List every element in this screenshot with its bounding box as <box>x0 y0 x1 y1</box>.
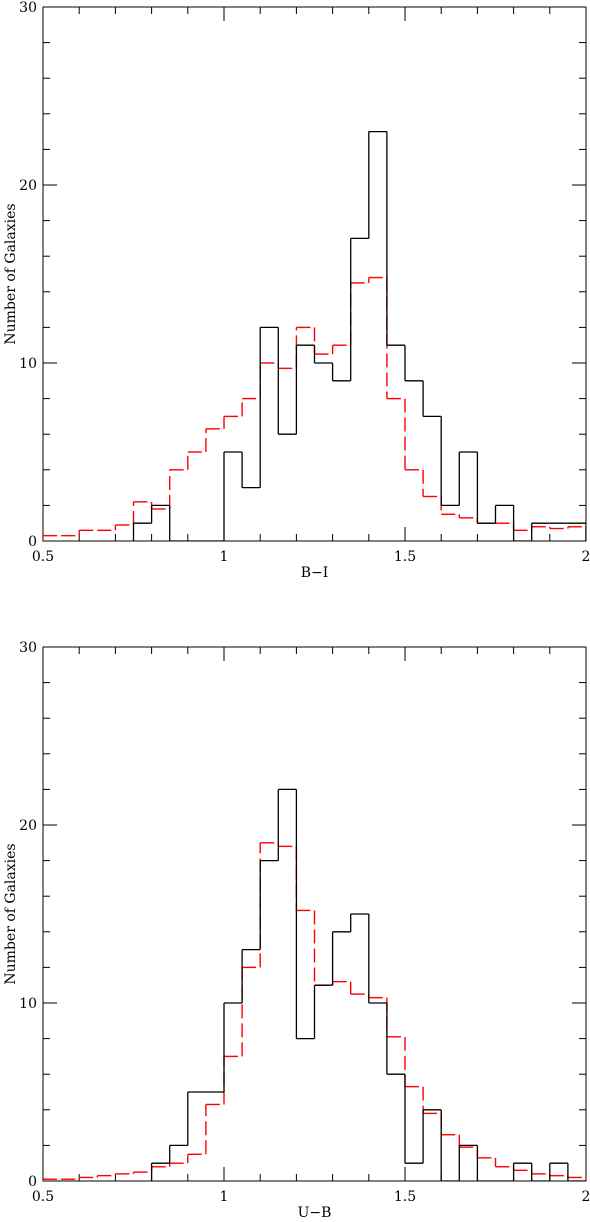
x-tick-label: 2 <box>582 1189 590 1205</box>
dashed-histogram-series <box>43 842 586 1181</box>
y-tick-label: 0 <box>28 534 37 550</box>
x-tick-label: 0.5 <box>32 549 54 565</box>
y-tick-label: 10 <box>19 996 37 1012</box>
x-axis-label: B−I <box>301 565 329 581</box>
y-tick-label: 20 <box>19 178 37 194</box>
y-tick-label: 30 <box>19 640 37 656</box>
y-axis-label: Number of Galaxies <box>3 203 19 344</box>
x-tick-label: 1.5 <box>394 549 416 565</box>
plot-frame <box>42 6 587 542</box>
x-axis-label: U−B <box>298 1205 332 1221</box>
y-tick-label: 30 <box>19 0 37 16</box>
x-tick-label: 2 <box>582 549 590 565</box>
x-tick-label: 1.5 <box>394 1189 416 1205</box>
y-tick-label: 20 <box>19 818 37 834</box>
y-tick-label: 0 <box>28 1174 37 1190</box>
x-tick-label: 0.5 <box>32 1189 54 1205</box>
x-tick-label: 1 <box>220 1189 229 1205</box>
dashed-histogram-series <box>43 276 586 541</box>
solid-histogram-series <box>150 788 586 1181</box>
y-axis-label: Number of Galaxies <box>3 843 19 984</box>
solid-histogram-series <box>132 130 586 541</box>
x-tick-label: 1 <box>220 549 229 565</box>
y-tick-label: 10 <box>19 356 37 372</box>
plot-frame <box>42 646 587 1182</box>
